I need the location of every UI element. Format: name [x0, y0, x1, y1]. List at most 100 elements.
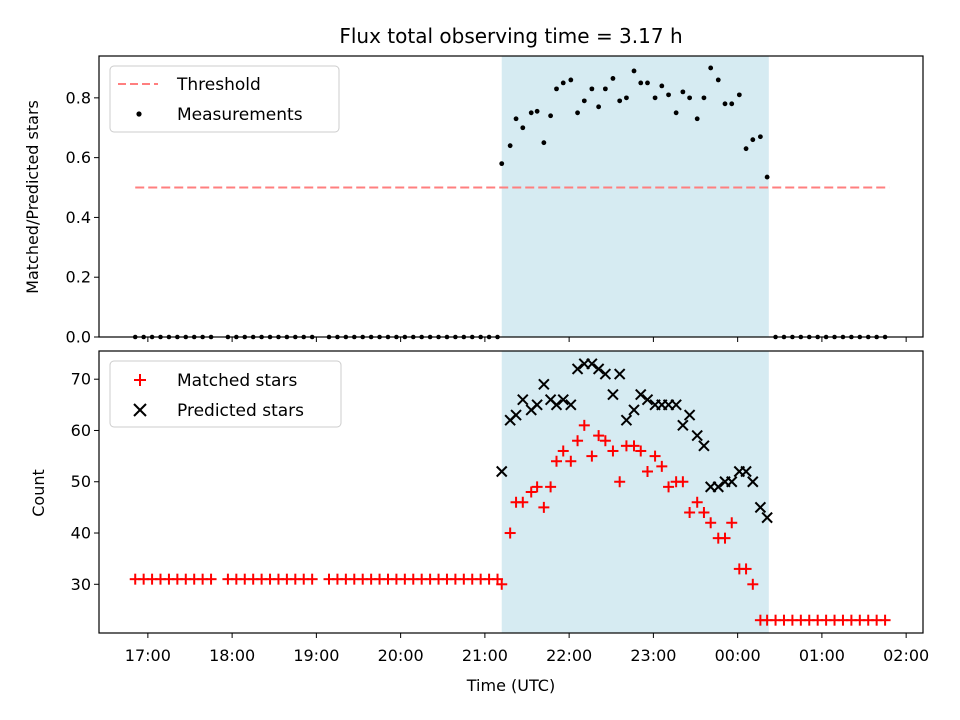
matched-point: [684, 507, 696, 519]
measurement-point: [694, 116, 700, 122]
measurement-point: [575, 110, 580, 116]
measurement-point: [715, 77, 721, 83]
predicted-point-b: [691, 429, 703, 442]
bottom-xtick-label: 19:00: [293, 646, 339, 665]
measurement-point: [652, 95, 658, 101]
top-ytick-label: 0.6: [66, 148, 91, 167]
measurement-point: [701, 95, 707, 101]
predicted-point-b: [683, 409, 696, 421]
measurement-point: [507, 143, 513, 149]
predicted-point: [586, 358, 598, 370]
top-ytick-label: 0.4: [66, 208, 91, 227]
predicted-point-b: [620, 414, 633, 426]
measurement-point: [560, 80, 566, 86]
matched-point: [635, 445, 647, 457]
x-axis-label: Time (UTC): [466, 676, 555, 695]
matched-point: [698, 507, 710, 519]
predicted-point: [571, 363, 584, 375]
measurement-point: [708, 65, 714, 71]
matched-point: [879, 614, 891, 626]
bottom-legend-box: [109, 360, 342, 428]
matched-point: [677, 476, 689, 488]
predicted-point: [550, 399, 563, 411]
predicted-point-b: [531, 399, 543, 411]
predicted-point-b: [677, 419, 689, 432]
chart-title: Flux total observing time = 3.17 h: [339, 24, 682, 48]
matched-point: [705, 517, 717, 529]
matched-point: [545, 481, 557, 493]
legend-threshold-label: Threshold: [176, 75, 261, 95]
predicted-point: [565, 399, 577, 411]
matched-point: [550, 455, 562, 467]
predicted-point: [620, 414, 633, 426]
measurement-point: [499, 161, 505, 167]
predicted-point: [557, 394, 569, 406]
legend-matched-label: Matched stars: [177, 371, 297, 391]
bottom-ytick-label: 30: [71, 575, 91, 594]
top-shaded-region: [501, 56, 769, 337]
predicted-point-b: [635, 388, 647, 401]
measurement-point: [548, 113, 553, 119]
bottom-xtick-label: 21:00: [462, 646, 508, 665]
measurement-point: [617, 98, 623, 104]
bottom-ytick-label: 60: [71, 421, 91, 440]
predicted-point-b: [571, 363, 584, 375]
measurement-point: [554, 86, 559, 92]
measurement-point: [534, 108, 540, 114]
matched-point: [306, 573, 318, 585]
measurement-point: [673, 110, 679, 116]
predicted-point-b: [607, 388, 619, 401]
predicted-point-b: [517, 394, 529, 406]
predicted-point: [613, 368, 626, 380]
predicted-point: [740, 465, 752, 478]
bottom-y-axis-label: Count: [29, 469, 48, 517]
predicted-point: [592, 363, 605, 375]
predicted-point-b: [586, 358, 598, 370]
measurement-point: [602, 86, 608, 92]
bottom-xtick-label: 22:00: [546, 646, 592, 665]
predicted-point-b: [613, 368, 626, 380]
predicted-point: [726, 476, 738, 488]
measurement-point: [750, 137, 756, 143]
bottom-xtick-label: 00:00: [715, 646, 761, 665]
predicted-point: [747, 476, 759, 488]
matched-point: [517, 496, 529, 508]
matched-point: [628, 440, 640, 452]
top-axes-frame: [98, 55, 924, 338]
predicted-point: [698, 440, 710, 452]
measurement-point: [729, 101, 735, 107]
bottom-xtick-label: 18:00: [209, 646, 255, 665]
measurement-point: [631, 68, 637, 74]
measurement-point: [520, 125, 526, 131]
matched-point: [607, 445, 619, 457]
predicted-point-b: [641, 394, 654, 406]
predicted-point-b: [740, 465, 752, 478]
legend-predicted-swatch: [133, 403, 147, 417]
matched-point: [578, 419, 590, 431]
predicted-point-b: [761, 511, 773, 524]
matched-point: [565, 455, 577, 467]
predicted-point: [641, 394, 654, 406]
bottom-shaded-region: [501, 351, 769, 633]
matched-point: [557, 445, 569, 457]
predicted-point: [607, 388, 619, 401]
measurement-point: [528, 110, 534, 116]
predicted-point-b: [726, 476, 738, 488]
matched-point: [572, 435, 584, 447]
matched-point: [740, 563, 752, 575]
predicted-point-b: [670, 399, 682, 411]
legend-measurements-label: Measurements: [177, 105, 303, 125]
bottom-xtick-label: 20:00: [378, 646, 424, 665]
matched-point: [205, 573, 217, 585]
measurement-point: [596, 104, 602, 110]
bottom-ytick-label: 50: [71, 472, 91, 491]
predicted-point-b: [544, 394, 557, 406]
top-legend-box: [109, 65, 340, 133]
predicted-point: [761, 511, 773, 524]
bottom-xtick-label: 02:00: [883, 646, 929, 665]
matched-point: [504, 527, 516, 539]
predicted-point: [691, 429, 703, 442]
measurement-point: [722, 101, 728, 107]
matched-point: [525, 486, 537, 498]
